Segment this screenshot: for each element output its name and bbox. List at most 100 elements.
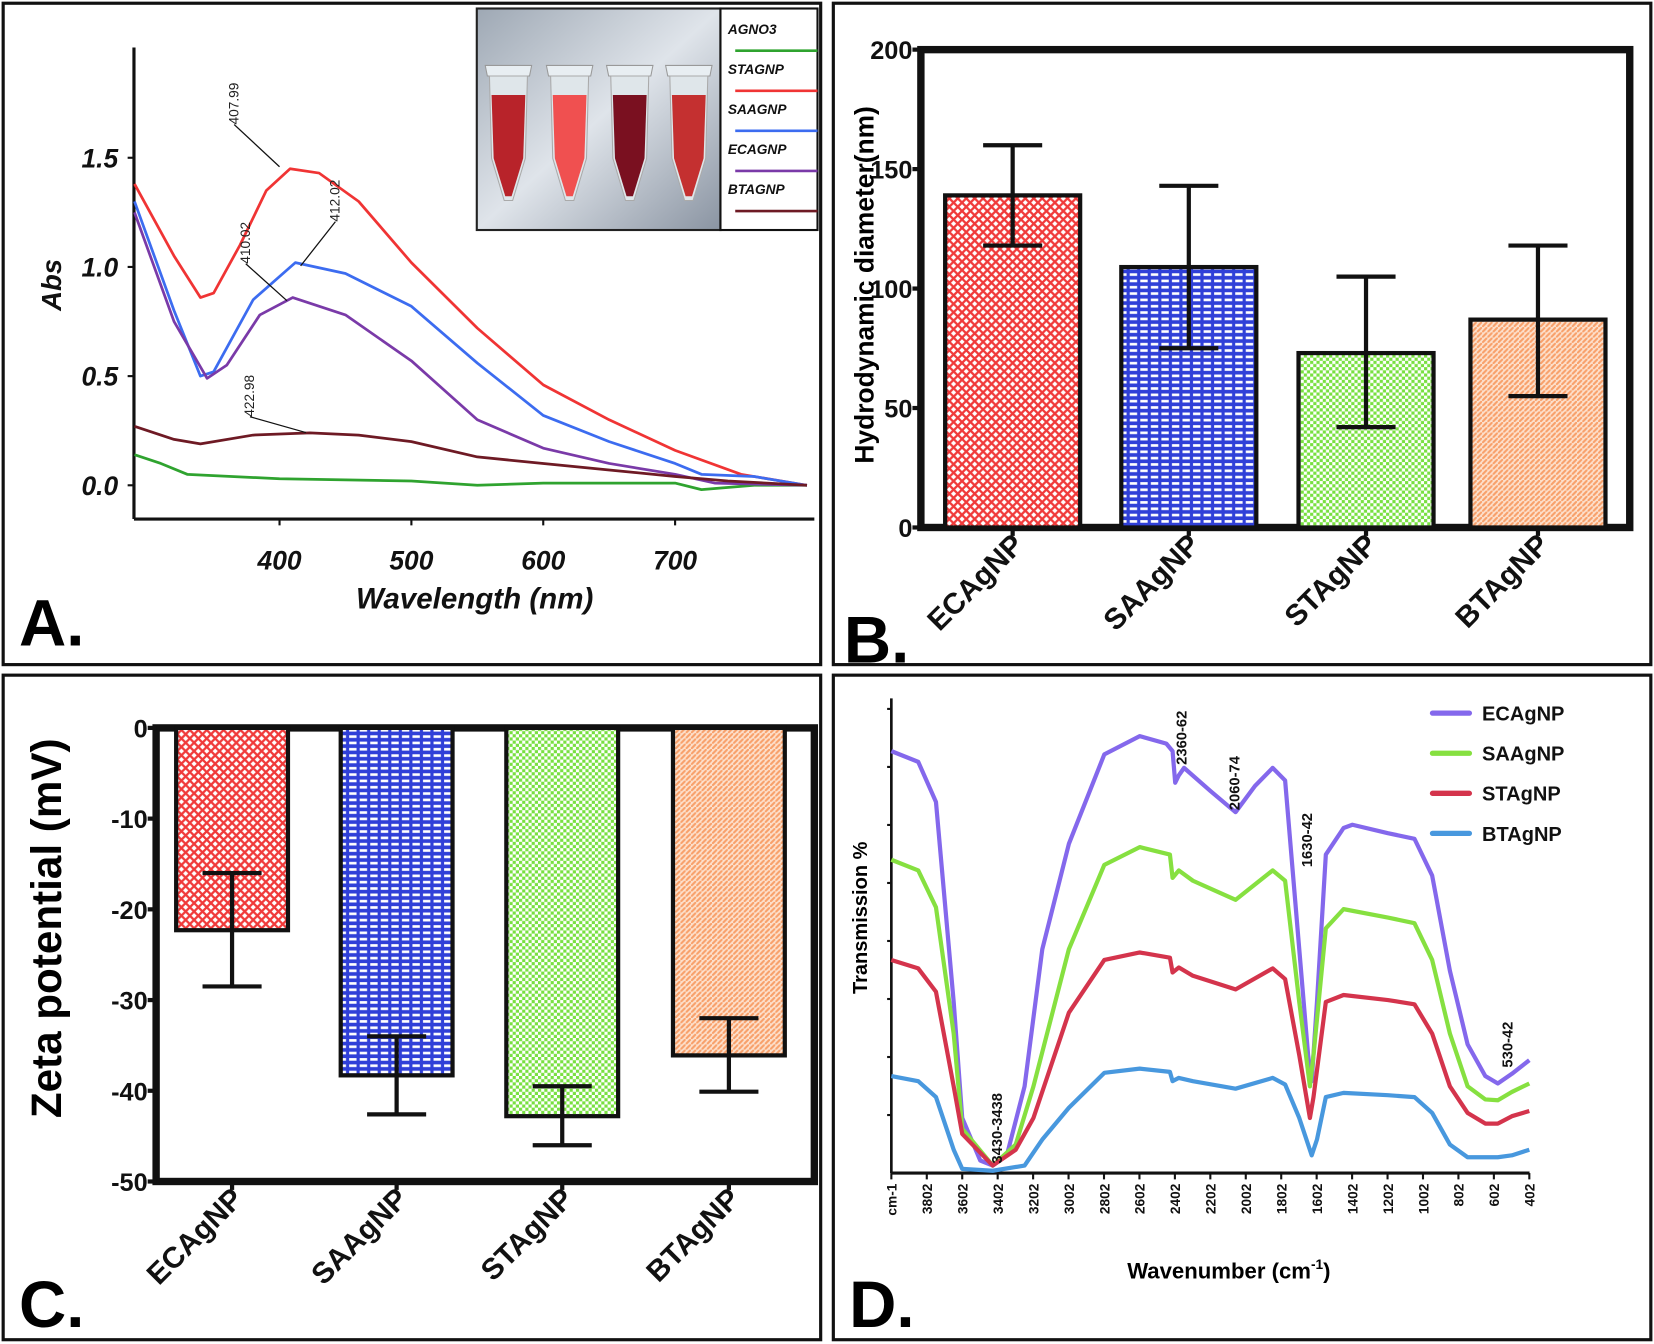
x-tick-label: 3602	[956, 1183, 971, 1214]
legend-label: AGNO3	[727, 22, 777, 37]
tube-cap	[605, 64, 654, 77]
category-label: ECAgNP	[141, 1182, 250, 1291]
x-tick-label: 802	[1452, 1183, 1467, 1206]
panel-border	[831, 673, 1653, 1342]
y-tick-label: 50	[884, 396, 912, 424]
category-label: SAAgNP	[305, 1182, 414, 1291]
x-axis-label-end: )	[1323, 1259, 1330, 1284]
x-tick-label: 700	[653, 546, 697, 576]
x-tick-label: 1602	[1310, 1183, 1325, 1214]
y-axis-label: Hydrodynamic diameter(nm)	[849, 106, 879, 463]
y-axis-label: Abs	[36, 259, 67, 312]
legend-label: SAAGNP	[728, 102, 787, 117]
y-axis-label: Zeta potential (mV)	[23, 738, 70, 1118]
annotation-leader	[249, 416, 307, 434]
y-tick-label: -50	[111, 1169, 148, 1197]
y-tick-label: -40	[111, 1078, 148, 1106]
x-tick-label: 2002	[1239, 1183, 1254, 1214]
category-label: STAgNP	[1278, 528, 1383, 633]
panel-label: B.	[844, 604, 909, 677]
x-tick-label: 2602	[1133, 1183, 1148, 1214]
annotation-leader	[245, 263, 288, 302]
series-line-agno3	[134, 453, 807, 491]
bar-ecagnp	[943, 193, 1083, 530]
tube-cap	[484, 64, 533, 77]
legend: AGNO3 STAGNP SAAGNP ECAGNP BTAGNP	[719, 7, 819, 232]
series-line-ecagnp	[133, 211, 807, 487]
bar-saagnp	[338, 725, 455, 1078]
series-line-ecagnp	[890, 734, 1531, 1168]
y-tick-label: 0.0	[81, 471, 118, 501]
x-tick-label: 3402	[991, 1183, 1006, 1214]
bar-btagnp	[670, 725, 787, 1058]
panel-b-hydrodynamic-diameter: 0 50 100 150 200 ECAgNP SAAgNP STAgNP BTAgNP Hydr…	[831, 1, 1653, 677]
category-label: ECAgNP	[921, 528, 1030, 637]
x-tick-label: 3002	[1062, 1183, 1077, 1214]
peak-annotation: 530-42	[1501, 1022, 1517, 1068]
x-axis-label-superscript: -1	[1311, 1257, 1324, 1272]
x-tick-label: 2802	[1097, 1183, 1112, 1214]
tube-liquid	[491, 94, 526, 197]
peak-annotation: 2360-62	[1175, 711, 1191, 765]
peak-annotation: 2060-74	[1227, 755, 1243, 810]
peak-annotation: 1630-42	[1300, 813, 1316, 867]
x-tick-label: 500	[389, 546, 433, 576]
legend-label: ECAgNP	[1482, 704, 1564, 726]
category-label: BTAgNP	[640, 1182, 746, 1288]
bar-stagnp	[504, 725, 621, 1119]
tube-cap	[664, 64, 713, 77]
plot-frame	[152, 724, 819, 1186]
category-label: STAgNP	[475, 1182, 580, 1287]
legend-label: SAAgNP	[1482, 744, 1564, 766]
y-tick-label: -30	[111, 988, 148, 1016]
tube-cap	[545, 64, 594, 77]
y-tick-label: 100	[870, 276, 912, 304]
y-tick-label: 1.0	[81, 252, 118, 282]
x-axis-label: Wavelength (nm)	[356, 583, 593, 616]
y-tick-label: 0	[134, 715, 148, 743]
panel-a-uv-vis: 0.0 0.5 1.0 1.5 400 500 600 700 Wavelength (nm) A…	[1, 1, 823, 667]
legend-label: STAGNP	[728, 62, 785, 77]
x-tick-label: 602	[1487, 1183, 1502, 1206]
y-axis-label: Transmission %	[850, 841, 872, 994]
panel-label: D.	[849, 1268, 914, 1341]
legend-label: BTAgNP	[1482, 824, 1562, 846]
y-tick-label: 0	[898, 515, 912, 543]
x-tick-label: 1202	[1381, 1183, 1396, 1214]
panel-border	[1, 673, 823, 1342]
legend-label: STAgNP	[1482, 784, 1561, 806]
peak-annotation: 3430-3438	[990, 1093, 1006, 1164]
x-tick-label: 2402	[1168, 1183, 1183, 1214]
peak-annotation: 412.02	[328, 180, 343, 222]
annotation-leader	[233, 124, 280, 168]
series-line-saagnp	[133, 200, 808, 487]
y-tick-label: 200	[870, 37, 912, 65]
x-tick-label: 1802	[1274, 1183, 1289, 1214]
legend-label: ECAGNP	[728, 142, 787, 157]
series-line-stagnp	[890, 950, 1530, 1168]
legend-box	[719, 7, 819, 232]
x-tick-label: 3202	[1026, 1183, 1041, 1214]
series-line-btagnp	[890, 1066, 1530, 1173]
x-tick-label: 600	[521, 546, 565, 576]
y-tick-label: -20	[111, 897, 148, 925]
legend-label: BTAGNP	[728, 182, 786, 197]
panel-border	[1, 1, 823, 667]
x-tick-label: 1402	[1345, 1183, 1360, 1214]
x-tick-label: 402	[1523, 1183, 1538, 1206]
category-label: BTAgNP	[1449, 528, 1555, 634]
x-tick-label: 3802	[920, 1183, 935, 1214]
tube-liquid	[671, 94, 706, 197]
y-tick-label: 150	[870, 157, 912, 185]
x-tick-label: 1002	[1416, 1183, 1431, 1214]
category-label: SAAgNP	[1097, 528, 1206, 637]
series-line-btagnp	[134, 425, 808, 487]
tube-liquid	[552, 94, 587, 197]
x-tick-label: cm-1	[885, 1183, 900, 1215]
y-tick-label: 1.5	[81, 143, 118, 173]
panel-label: C.	[19, 1268, 84, 1341]
x-tick-label: 400	[257, 546, 302, 576]
annotation-leader	[300, 221, 336, 267]
